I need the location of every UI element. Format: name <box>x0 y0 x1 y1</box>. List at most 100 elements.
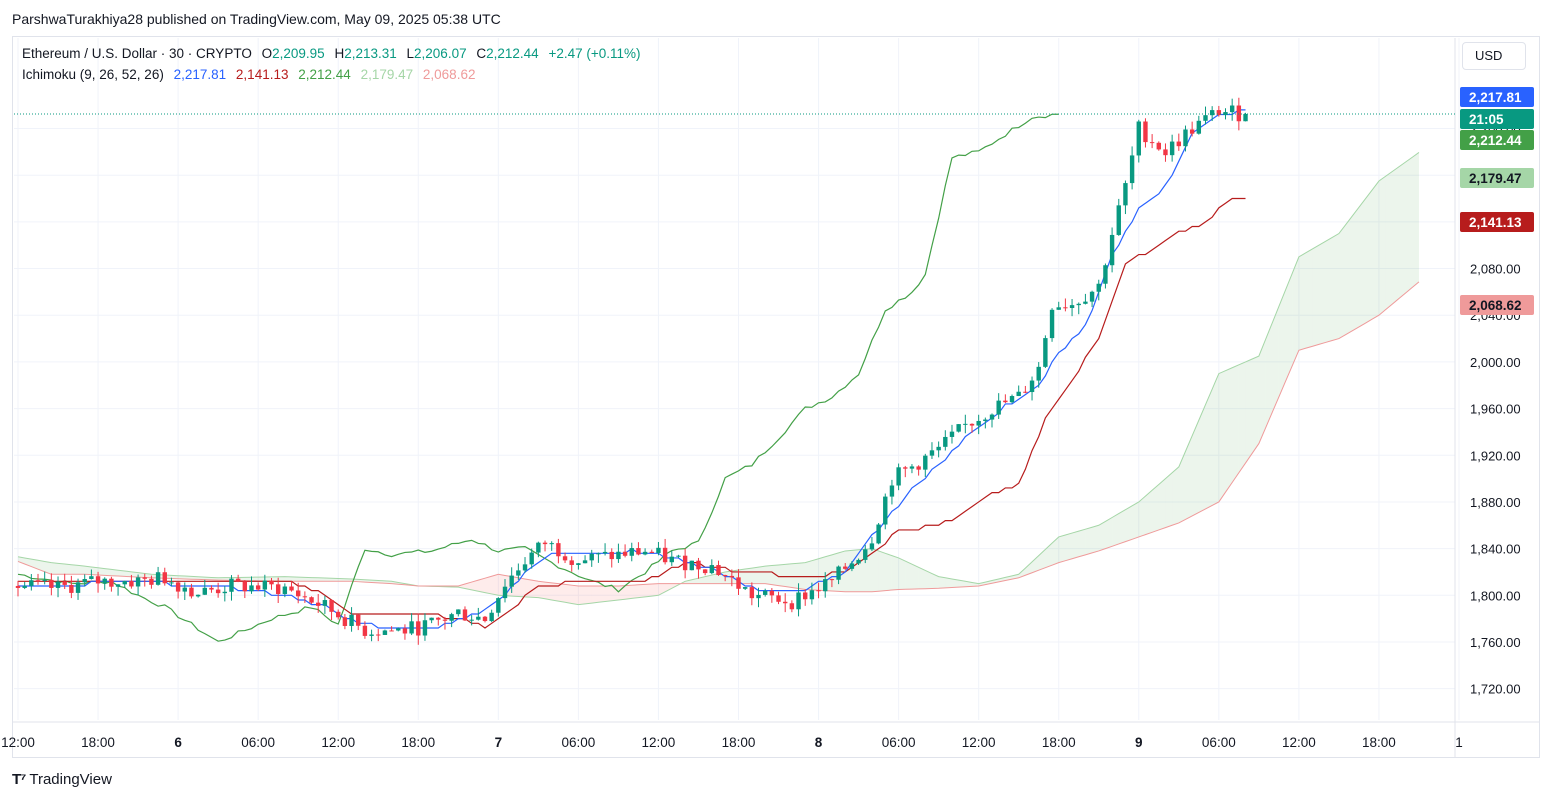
candle-body <box>262 580 268 590</box>
grid <box>12 38 1540 758</box>
time-tick-label: 06:00 <box>241 735 275 750</box>
time-tick-label: 12:00 <box>962 735 996 750</box>
symbol-legend[interactable]: Ethereum / U.S. Dollar · 30 · CRYPTO O2,… <box>22 46 647 61</box>
candle-body <box>102 578 107 584</box>
candle-body <box>996 400 1001 415</box>
candle-body <box>29 580 34 586</box>
time-tick-label: 18:00 <box>401 735 435 750</box>
cloud-segment <box>685 579 692 584</box>
candle-body <box>569 560 574 565</box>
cloud-segment <box>551 582 559 602</box>
candle-body <box>1089 291 1095 302</box>
candle-body <box>529 552 534 565</box>
cloud-segment <box>851 549 859 592</box>
cloud-segment <box>945 577 952 588</box>
candle-body <box>22 585 27 588</box>
time-tick-label: 7 <box>495 735 503 750</box>
candle-body <box>602 551 608 554</box>
cloud-segment <box>18 556 25 565</box>
cloud-segment <box>98 567 105 576</box>
candle-body <box>863 549 868 560</box>
candle-body <box>963 423 968 425</box>
candle-body <box>396 628 401 631</box>
candle-body <box>983 419 988 421</box>
cloud-segment <box>118 570 125 577</box>
time-tick-label: 18:00 <box>1362 735 1396 750</box>
price-tick-label: 1,800.00 <box>1470 588 1521 603</box>
cloud-segment <box>1198 404 1206 513</box>
candle-body <box>589 553 594 561</box>
time-tick-label: 18:00 <box>722 735 756 750</box>
candle-body <box>169 582 174 584</box>
tradingview-logo[interactable]: T⁷ TradingView <box>12 771 112 788</box>
price-tick-label: 1,960.00 <box>1470 402 1521 417</box>
candle-body <box>1156 142 1161 150</box>
cloud-segment <box>304 577 312 582</box>
candle-body <box>429 617 434 621</box>
cloud-segment <box>1332 233 1339 341</box>
candle-body <box>869 543 875 550</box>
cloud-segment <box>1385 171 1393 310</box>
cloud-segment <box>1132 501 1139 540</box>
time-tick-label: 8 <box>815 735 823 750</box>
candle-body <box>482 616 488 622</box>
cloud-segment <box>905 561 912 590</box>
cloud-segment <box>558 583 566 603</box>
candle-body <box>1103 265 1108 284</box>
cloud-segment <box>1225 367 1233 493</box>
cloud-segment <box>1232 364 1239 483</box>
candle-body <box>789 603 795 610</box>
cloud-segment <box>1298 252 1306 351</box>
time-tick-label: 9 <box>1135 735 1143 750</box>
cloud-segment <box>1372 181 1379 320</box>
cloud-segment <box>878 550 886 592</box>
candle-body <box>15 585 21 588</box>
cloud-segment <box>1352 207 1359 331</box>
candle-body <box>1123 183 1128 206</box>
cloud-segment <box>1345 216 1353 335</box>
candle-body <box>769 590 775 596</box>
candle-body <box>629 548 634 556</box>
cloud-segment <box>1378 176 1386 316</box>
time-tick-label: 6 <box>174 735 182 750</box>
candle-body <box>402 628 408 634</box>
cloud-segment <box>138 572 145 578</box>
candle-body <box>436 617 441 620</box>
candle-body <box>662 547 668 563</box>
cloud-segment <box>751 567 759 584</box>
cloud-segment <box>571 585 579 605</box>
candle-body <box>929 450 935 456</box>
candle-body <box>829 579 835 581</box>
indicator-name: Ichimoku (9, 26, 52, 26) <box>22 67 164 82</box>
candle-body <box>175 582 181 592</box>
candle-body <box>823 579 828 592</box>
candle-body <box>956 424 961 432</box>
candle-body <box>502 586 508 599</box>
candle-body <box>129 581 134 587</box>
cloud-segment <box>765 565 772 585</box>
indicator-legend[interactable]: Ichimoku (9, 26, 52, 26) 2,217.81 2,141.… <box>22 67 481 82</box>
cloud-segment <box>1172 466 1179 526</box>
candle-body <box>1136 121 1141 156</box>
cloud-segment <box>91 566 99 575</box>
candle-body <box>55 581 61 588</box>
candle-body <box>889 485 895 497</box>
price-tick-label: 2,000.00 <box>1470 355 1521 370</box>
cloud-segment <box>184 576 192 580</box>
cloud-segment <box>778 564 786 587</box>
currency-button[interactable]: USD <box>1462 42 1526 70</box>
cloud-segment <box>1045 543 1053 568</box>
candle-body <box>1129 155 1135 184</box>
cloud-segment <box>585 585 592 604</box>
base-line <box>18 197 1246 629</box>
cloud-segment <box>631 584 639 599</box>
cloud-segment <box>1392 166 1399 305</box>
price-tick-label: 1,880.00 <box>1470 495 1521 510</box>
time-tick-label: 18:00 <box>81 735 115 750</box>
candle-body <box>1036 366 1041 381</box>
candle-body <box>1149 142 1155 144</box>
candle-body <box>716 565 721 576</box>
cloud-segment <box>758 566 766 584</box>
cloud-segment <box>64 564 72 575</box>
